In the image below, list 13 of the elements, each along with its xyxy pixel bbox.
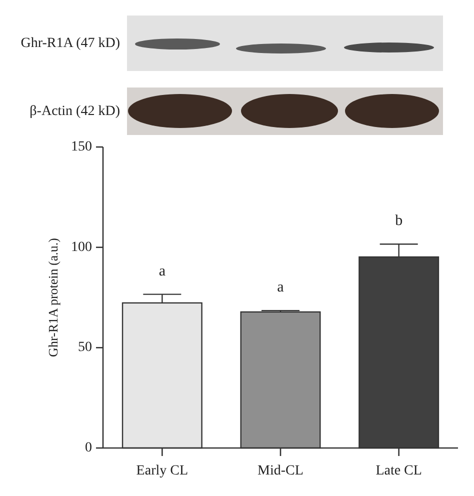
text: β-Actin (42 kD) (30, 104, 120, 119)
y-tick-label: 150 (71, 140, 92, 154)
y-tick-label: 100 (71, 240, 92, 255)
x-tick-label: Mid-CL (258, 464, 304, 478)
annotation: a (158, 263, 166, 280)
annotation: a (277, 280, 284, 296)
annotation: b (395, 213, 403, 230)
y-axis-title: Ghr-R1A protein (a.u.) (46, 238, 60, 357)
x-tick-label: Late CL (376, 464, 422, 478)
x-tick-label: Early CL (136, 464, 188, 478)
text: Ghr-R1A (47 kD) (20, 36, 120, 51)
y-tick-label: 50 (78, 340, 92, 356)
y-tick-label: 0 (85, 440, 92, 456)
